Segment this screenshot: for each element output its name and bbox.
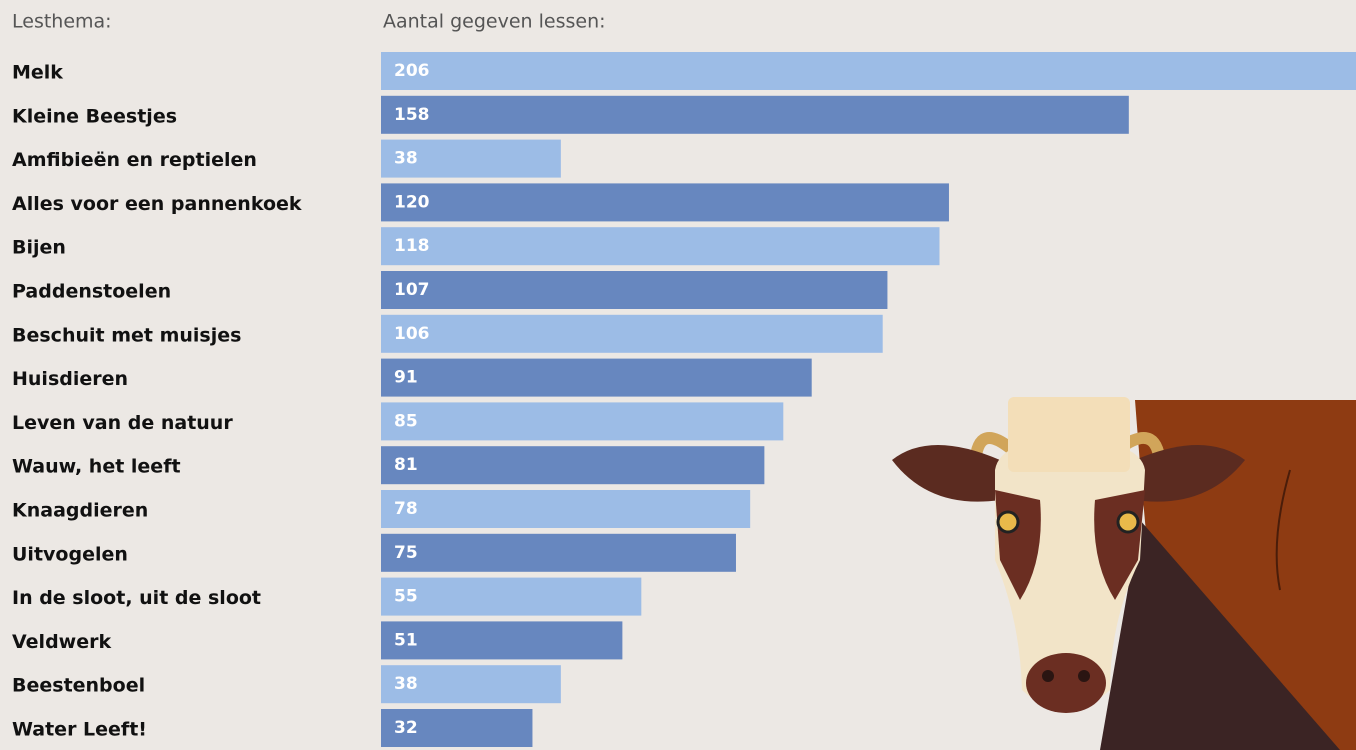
value-label: 120 [394,192,430,212]
category-label: Beschuit met muisjes [12,324,241,346]
bar [381,314,883,353]
snout [1026,653,1106,713]
value-label: 118 [394,236,430,256]
bar [381,490,751,528]
bars: Melk 206 Kleine Beestjes 158 Amfibieën en re… [12,52,1356,747]
eye [1116,510,1140,534]
category-label: Paddenstoelen [12,281,171,303]
bar [381,402,784,441]
category-label: Knaagdieren [12,500,148,522]
category-label: Beestenboel [12,675,145,697]
bar [381,271,888,309]
bar [381,358,812,397]
bar [381,621,623,660]
category-label: Melk [12,62,63,84]
bar [381,577,642,616]
value-label: 78 [394,499,418,519]
ear [892,445,1000,502]
bar [381,709,533,747]
category-header: Lesthema: [12,11,112,33]
category-label: Veldwerk [12,631,111,653]
cow-tuft [1008,397,1130,472]
cow-line [1275,469,1291,591]
category-label: Uitvogelen [12,543,128,565]
category-label: Huisdieren [12,368,128,390]
bar [381,139,561,178]
value-label: 51 [394,630,418,650]
category-label: In de sloot, uit de sloot [12,587,261,609]
bar [381,446,765,485]
value-label: 107 [394,280,430,300]
value-label: 85 [394,411,418,431]
bar [381,227,940,266]
category-label: Amfibieën en reptielen [12,149,257,171]
cow-illustration [892,397,1356,750]
value-label: 206 [394,61,430,81]
category-label: Water Leeft! [12,719,147,741]
value-label: 38 [394,674,418,694]
category-label: Alles voor een pannenkoek [12,193,302,215]
cow-shadow [1100,520,1340,750]
category-label: Leven van de natuur [12,412,233,434]
nostril [1078,670,1090,682]
value-label: 32 [394,718,418,738]
value-label: 91 [394,368,418,388]
category-label: Bijen [12,237,66,259]
value-label: 38 [394,149,418,169]
value-label: 158 [394,105,430,125]
bar [381,533,736,572]
value-header: Aantal gegeven lessen: [383,11,606,33]
value-label: 81 [394,455,418,475]
bar [381,665,561,704]
eye [996,510,1020,534]
bar [381,52,1356,90]
value-label: 55 [394,587,418,607]
bar [381,95,1129,134]
value-label: 75 [394,543,418,563]
ear [1135,445,1245,502]
bar [381,183,949,222]
category-label: Wauw, het leeft [12,456,181,478]
nostril [1042,670,1054,682]
value-label: 106 [394,324,430,344]
category-label: Kleine Beestjes [12,105,177,127]
